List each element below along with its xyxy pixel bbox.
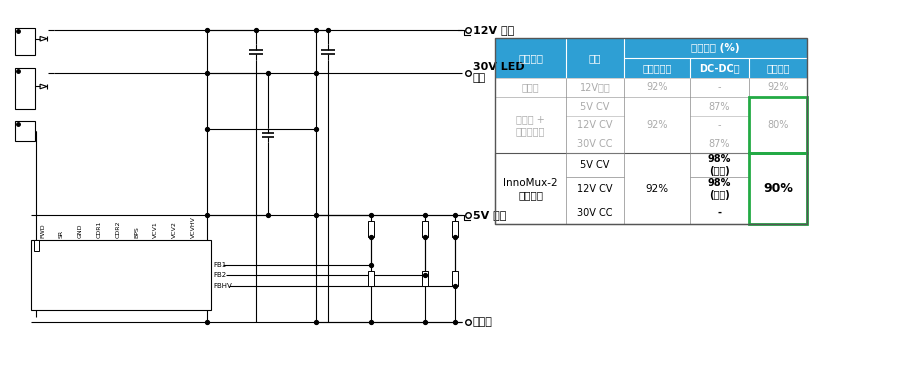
Bar: [452, 270, 458, 287]
Text: InnoMux-2
多路输出: InnoMux-2 多路输出: [503, 178, 558, 200]
Text: 变换效率 (%): 变换效率 (%): [691, 43, 740, 53]
Text: CDR2: CDR2: [116, 221, 120, 238]
Bar: [15, 29, 35, 55]
Text: 输出: 输出: [589, 53, 601, 63]
Text: 90%: 90%: [763, 182, 793, 195]
Text: 电源架构: 电源架构: [518, 53, 543, 63]
Text: 98%
(等效): 98% (等效): [708, 154, 731, 176]
Bar: [495, 38, 807, 78]
Text: FBHV: FBHV: [213, 283, 232, 288]
Text: VCV1: VCV1: [153, 221, 159, 238]
Text: 30V CC: 30V CC: [578, 208, 613, 217]
Text: 30V LED
恒流: 30V LED 恒流: [473, 62, 525, 83]
Text: 87%: 87%: [709, 139, 730, 149]
Text: 30V CC: 30V CC: [578, 139, 613, 149]
Text: CDR1: CDR1: [97, 221, 102, 238]
Bar: [495, 38, 807, 224]
Text: 5V 恒压: 5V 恒压: [473, 210, 507, 220]
Text: 12V 恒压: 12V 恒压: [473, 25, 514, 36]
Text: 输出地: 输出地: [473, 317, 493, 327]
Text: -: -: [718, 82, 722, 93]
Bar: [495, 78, 807, 97]
Text: 92%: 92%: [767, 82, 789, 93]
Bar: [495, 153, 807, 224]
Bar: [367, 270, 374, 287]
Bar: [34, 240, 39, 251]
Text: -: -: [717, 208, 722, 217]
Bar: [422, 270, 428, 287]
Text: 87%: 87%: [709, 102, 730, 112]
Text: VCV2: VCV2: [172, 221, 178, 238]
Text: 系统效率: 系统效率: [766, 63, 790, 73]
Text: BPS: BPS: [135, 227, 139, 238]
Text: GND: GND: [77, 224, 83, 238]
Bar: [495, 97, 807, 153]
Text: SR: SR: [59, 230, 64, 238]
Text: 92%: 92%: [646, 82, 668, 93]
Text: 12V CV: 12V CV: [578, 184, 613, 194]
Bar: [422, 221, 428, 237]
Text: 5V CV: 5V CV: [580, 160, 609, 170]
Text: 反激变换级: 反激变换级: [642, 63, 671, 73]
Text: 92%: 92%: [645, 184, 669, 194]
Bar: [15, 121, 35, 141]
Text: VCVHV: VCVHV: [191, 216, 196, 238]
Text: 92%: 92%: [646, 120, 668, 130]
Bar: [452, 221, 458, 237]
Bar: [31, 240, 211, 310]
Text: 12V输出: 12V输出: [579, 82, 610, 93]
Text: 单输出: 单输出: [522, 82, 539, 93]
Text: FB1: FB1: [213, 262, 227, 268]
Text: FB2: FB2: [213, 272, 227, 278]
Bar: [15, 68, 35, 109]
Bar: [749, 97, 807, 153]
Text: 80%: 80%: [767, 120, 789, 130]
Text: 多输出 +
后级稳压器: 多输出 + 后级稳压器: [516, 115, 545, 136]
Text: 12V CV: 12V CV: [578, 120, 613, 130]
Bar: [367, 221, 374, 237]
Text: DC-DC级: DC-DC级: [699, 63, 740, 73]
Text: 5V CV: 5V CV: [580, 102, 609, 112]
Text: -: -: [718, 120, 722, 130]
Text: 98%
(等效): 98% (等效): [708, 178, 731, 200]
Text: FWD: FWD: [40, 224, 45, 238]
Bar: [749, 153, 807, 224]
